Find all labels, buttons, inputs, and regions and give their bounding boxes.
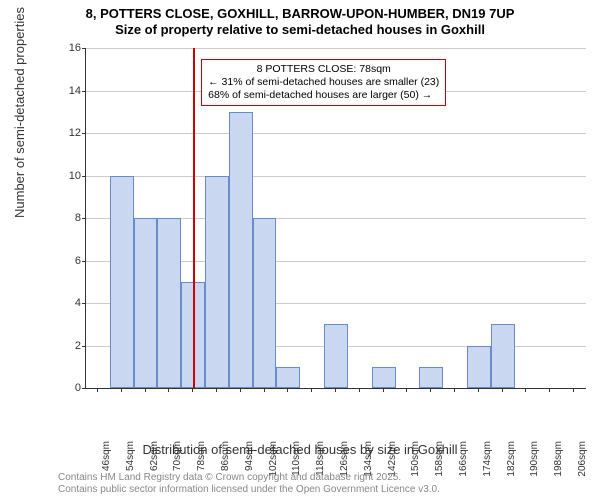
ytick-mark (82, 91, 86, 92)
annotation-line1: 8 POTTERS CLOSE: 78sqm (208, 63, 439, 76)
xtick-mark (383, 388, 384, 392)
xtick-mark (97, 388, 98, 392)
xtick-mark (478, 388, 479, 392)
ytick-mark (82, 48, 86, 49)
ytick-mark (82, 346, 86, 347)
bar (491, 324, 515, 388)
bar (205, 176, 229, 389)
title-line2: Size of property relative to semi-detach… (0, 22, 600, 38)
attribution-line2: Contains public sector information licen… (58, 484, 440, 496)
bar (110, 176, 134, 389)
xtick-mark (145, 388, 146, 392)
gridline (86, 133, 586, 134)
attribution: Contains HM Land Registry data © Crown c… (58, 472, 440, 496)
bar (229, 112, 253, 388)
ytick-mark (82, 218, 86, 219)
ytick-mark (82, 261, 86, 262)
ytick-label: 10 (51, 170, 81, 182)
ytick-mark (82, 176, 86, 177)
xtick-mark (549, 388, 550, 392)
title-block: 8, POTTERS CLOSE, GOXHILL, BARROW-UPON-H… (0, 0, 600, 37)
xtick-mark (287, 388, 288, 392)
bar (134, 218, 158, 388)
marker-line (193, 48, 195, 388)
xtick-mark (121, 388, 122, 392)
xtick-mark (573, 388, 574, 392)
ytick-mark (82, 133, 86, 134)
ytick-mark (82, 388, 86, 389)
attribution-line1: Contains HM Land Registry data © Crown c… (58, 472, 440, 484)
bar (276, 367, 300, 388)
xtick-mark (525, 388, 526, 392)
title-line1: 8, POTTERS CLOSE, GOXHILL, BARROW-UPON-H… (0, 6, 600, 22)
xtick-mark (168, 388, 169, 392)
y-axis-label: Number of semi-detached properties (12, 7, 27, 218)
xtick-mark (216, 388, 217, 392)
bar (324, 324, 348, 388)
x-axis-label: Distribution of semi-detached houses by … (0, 442, 600, 457)
annotation-line2: ← 31% of semi-detached houses are smalle… (208, 76, 439, 89)
ytick-label: 14 (51, 85, 81, 97)
ytick-label: 0 (51, 382, 81, 394)
ytick-mark (82, 303, 86, 304)
xtick-mark (311, 388, 312, 392)
bar (253, 218, 277, 388)
bar (372, 367, 396, 388)
xtick-mark (192, 388, 193, 392)
chart-container: 8, POTTERS CLOSE, GOXHILL, BARROW-UPON-H… (0, 0, 600, 500)
ytick-label: 12 (51, 127, 81, 139)
bar (419, 367, 443, 388)
ytick-label: 2 (51, 340, 81, 352)
xtick-mark (430, 388, 431, 392)
gridline (86, 176, 586, 177)
annotation-box: 8 POTTERS CLOSE: 78sqm← 31% of semi-deta… (201, 59, 446, 106)
bar (467, 346, 491, 389)
chart-area: 02468101214168 POTTERS CLOSE: 78sqm← 31%… (55, 48, 585, 428)
xtick-mark (406, 388, 407, 392)
ytick-label: 6 (51, 255, 81, 267)
gridline (86, 48, 586, 49)
xtick-mark (264, 388, 265, 392)
xtick-mark (502, 388, 503, 392)
ytick-label: 4 (51, 297, 81, 309)
xtick-mark (335, 388, 336, 392)
xtick-mark (359, 388, 360, 392)
annotation-line3: 68% of semi-detached houses are larger (… (208, 89, 439, 102)
ytick-label: 16 (51, 42, 81, 54)
ytick-label: 8 (51, 212, 81, 224)
bar (157, 218, 181, 388)
plot-area: 02468101214168 POTTERS CLOSE: 78sqm← 31%… (85, 48, 586, 389)
xtick-mark (454, 388, 455, 392)
xtick-mark (240, 388, 241, 392)
